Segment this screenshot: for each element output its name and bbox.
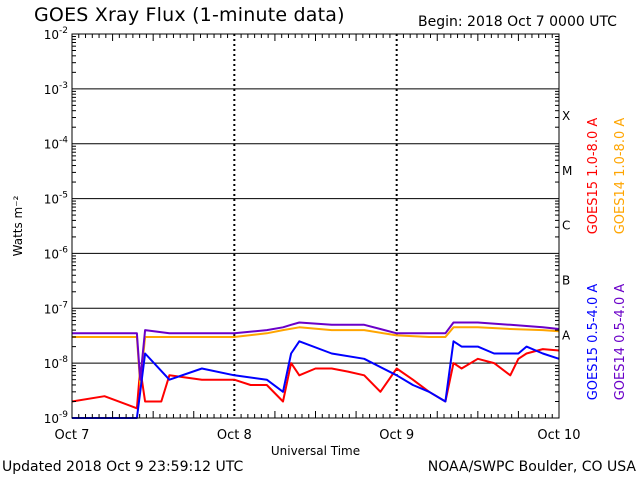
flare-class-label: C	[562, 219, 570, 233]
axis-ticks	[72, 34, 559, 418]
flare-class-label: A	[562, 328, 571, 342]
axis-labels: 10-9 10-8 10-7 10-6 10-5 10-4 10-3 10-2 Oct 7 Oct…	[11, 26, 628, 458]
begin-time: Begin: 2018 Oct 7 0000 UTC	[418, 14, 617, 30]
series-lines	[71, 321, 560, 419]
x-tick-label: Oct 10	[537, 428, 580, 443]
series-line	[72, 321, 560, 381]
y-tick-label: 10-2	[44, 26, 68, 42]
legend-entry: GOES14 1.0-8.0 A	[613, 118, 628, 235]
flare-class-label: M	[562, 164, 572, 178]
flare-class-label: B	[562, 274, 570, 288]
y-tick-label: 10-7	[44, 300, 68, 316]
x-tick-label: Oct 8	[217, 428, 252, 443]
flare-class-label: X	[562, 109, 570, 123]
y-axis-title: Watts m⁻²	[11, 195, 25, 256]
legend-entry: GOES15 1.0-8.0 A	[586, 118, 601, 235]
y-tick-label: 10-3	[44, 81, 68, 97]
series-line	[72, 340, 560, 419]
legend-entry: GOES15 0.5-4.0 A	[586, 284, 601, 401]
x-tick-label: Oct 7	[55, 428, 90, 443]
chart-title: GOES Xray Flux (1-minute data)	[34, 4, 345, 26]
y-tick-label: 10-4	[44, 136, 69, 152]
credit-text: NOAA/SWPC Boulder, CO USA	[427, 459, 636, 475]
y-tick-label: 10-5	[44, 191, 68, 207]
y-tick-label: 10-6	[44, 245, 69, 261]
y-tick-label: 10-9	[44, 410, 69, 426]
grid-lines	[72, 34, 559, 418]
y-tick-label: 10-8	[44, 355, 69, 371]
x-tick-label: Oct 9	[379, 428, 414, 443]
series-line	[71, 348, 560, 410]
legend-entry: GOES14 0.5-4.0 A	[613, 284, 628, 401]
x-axis-title: Universal Time	[271, 444, 360, 458]
updated-timestamp: Updated 2018 Oct 9 23:59:12 UTC	[2, 459, 244, 475]
